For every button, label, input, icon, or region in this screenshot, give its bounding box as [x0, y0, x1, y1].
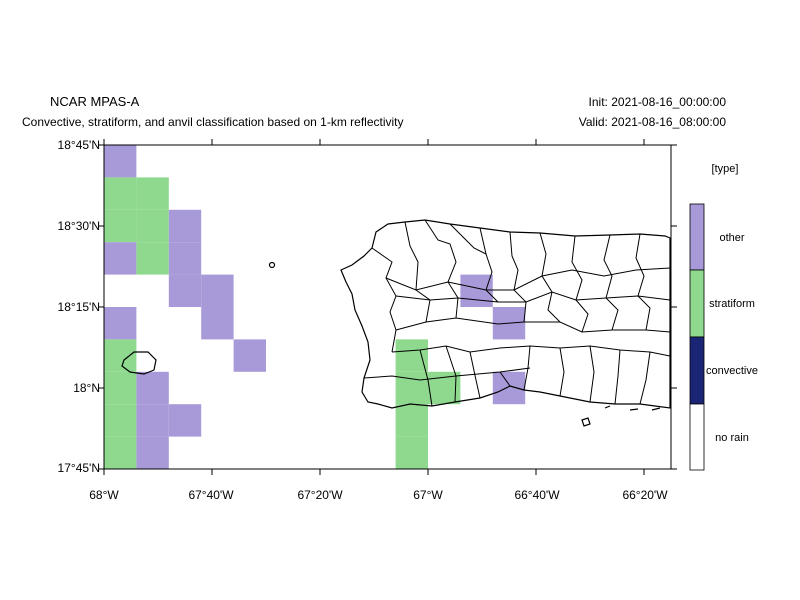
- cell-other: [136, 436, 169, 469]
- axis-ticks: [98, 139, 677, 475]
- init-time: Init: 2021-08-16_00:00:00: [588, 95, 726, 109]
- municipality-boundaries: [363, 219, 671, 407]
- southern-cays: [604, 405, 661, 411]
- cell-other: [136, 371, 169, 405]
- cell-other: [104, 145, 137, 178]
- cell-other: [201, 274, 234, 307]
- cell-other: [136, 404, 169, 437]
- cell-other: [168, 209, 202, 243]
- legend-swatch-no-rain: [689, 403, 705, 471]
- classification-cells: [104, 145, 526, 469]
- cell-stratiform: [136, 177, 169, 210]
- mona-island-coastline: [121, 351, 157, 375]
- lon-tick-label: 68°W: [89, 488, 119, 502]
- cell-stratiform: [104, 177, 137, 210]
- cell-stratiform: [136, 242, 169, 275]
- lon-tick-label: 67°W: [413, 488, 443, 502]
- cell-other: [104, 242, 137, 275]
- cell-stratiform: [395, 436, 428, 469]
- cell-stratiform: [104, 339, 137, 372]
- legend-label-no-rain: no rain: [715, 432, 749, 444]
- cell-other: [168, 404, 202, 437]
- map-title: NCAR MPAS-A: [50, 94, 140, 109]
- cell-other: [168, 242, 202, 275]
- cell-other: [104, 307, 137, 340]
- valid-time: Valid: 2021-08-16_08:00:00: [578, 115, 726, 129]
- puerto-rico-coastline: [340, 219, 671, 409]
- lat-tick-label: 18°45'N: [57, 138, 100, 152]
- cell-stratiform: [136, 209, 169, 243]
- cell-other: [168, 274, 202, 307]
- cell-stratiform: [104, 209, 137, 243]
- cell-stratiform: [395, 371, 428, 405]
- lat-tick-label: 17°45'N: [57, 461, 100, 475]
- cell-stratiform: [395, 404, 428, 437]
- cell-stratiform: [104, 371, 137, 405]
- cell-stratiform: [104, 404, 137, 437]
- legend-title: [type]: [711, 163, 739, 175]
- legend-colorbar: [689, 203, 705, 471]
- cell-other: [492, 371, 526, 405]
- legend-label-convective: convective: [706, 365, 758, 377]
- desecheo-island: [268, 261, 276, 269]
- caja-de-muertos: [581, 417, 591, 427]
- cell-stratiform: [104, 436, 137, 469]
- cell-other: [233, 339, 266, 372]
- cell-other: [460, 274, 493, 307]
- lat-tick-label: 18°30'N: [57, 219, 100, 233]
- coastline: [121, 219, 671, 427]
- lon-tick-label: 67°40'W: [188, 488, 234, 502]
- lat-tick-label: 18°15'N: [57, 300, 100, 314]
- lon-tick-label: 67°20'W: [297, 488, 343, 502]
- cell-stratiform: [395, 339, 428, 372]
- lat-tick-label: 18°N: [73, 381, 100, 395]
- lon-tick-label: 66°40'W: [514, 488, 560, 502]
- lon-tick-label: 66°20'W: [622, 488, 668, 502]
- legend-label-stratiform: stratiform: [709, 298, 755, 310]
- legend-label-other: other: [719, 232, 745, 244]
- map-subtitle: Convective, stratiform, and anvil classi…: [22, 115, 404, 129]
- cell-other: [201, 307, 234, 340]
